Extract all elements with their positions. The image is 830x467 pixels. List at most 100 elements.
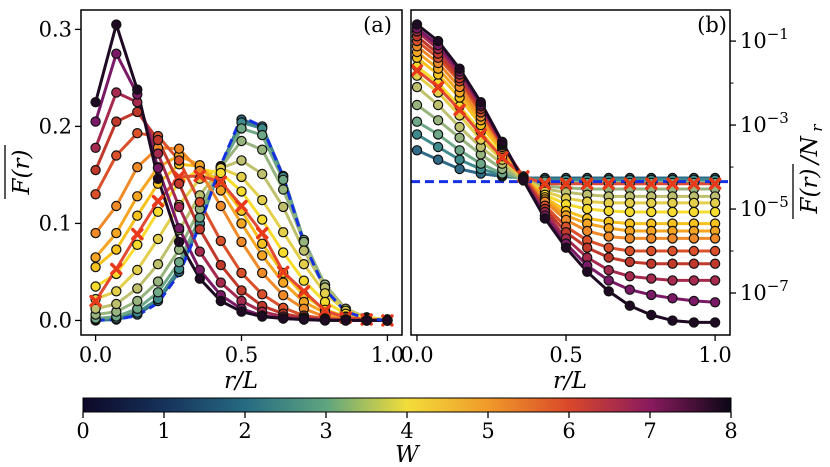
data-point xyxy=(688,197,700,209)
data-point xyxy=(257,267,268,279)
data-point xyxy=(236,135,247,147)
colorbar-tick-label: 6 xyxy=(562,419,575,443)
panel-a: 0.0 0.5 1.0 0.0 0.1 0.2 0.3 (a) r/L F(r) xyxy=(4,9,404,394)
data-point xyxy=(603,286,614,297)
colorbar-tick-label: 7 xyxy=(643,419,656,443)
x-tick-label: 0.5 xyxy=(225,343,258,367)
data-point xyxy=(709,233,721,244)
data-point xyxy=(215,167,226,179)
svg-text:F(r): F(r) xyxy=(9,150,35,196)
data-point xyxy=(152,162,164,174)
data-point xyxy=(111,200,122,212)
data-point xyxy=(194,224,205,235)
data-point-cross xyxy=(131,227,144,241)
data-point xyxy=(236,186,247,197)
data-point xyxy=(257,144,268,155)
data-point xyxy=(132,127,143,139)
data-point xyxy=(411,116,423,127)
y-tick-label: 10−7 xyxy=(740,277,789,305)
data-point xyxy=(152,173,164,184)
colorbar-gradient xyxy=(82,397,732,413)
data-point xyxy=(111,227,122,239)
data-point-cross xyxy=(453,103,466,117)
data-point xyxy=(236,285,247,296)
data-point-cross xyxy=(559,177,573,191)
data-point xyxy=(475,96,486,108)
data-point xyxy=(236,267,247,279)
data-point xyxy=(173,155,185,166)
data-point xyxy=(319,288,331,299)
data-point xyxy=(432,129,444,140)
colorbar-tick-label: 3 xyxy=(319,419,332,443)
data-point-cross xyxy=(297,285,311,298)
data-point xyxy=(688,258,700,269)
panel-a-plot-area xyxy=(89,19,394,327)
data-point xyxy=(152,287,164,298)
data-point xyxy=(432,115,444,126)
data-point xyxy=(603,231,614,242)
colorbar-ticks: 0 1 2 3 4 5 6 7 8 xyxy=(76,412,738,443)
data-point xyxy=(132,239,143,250)
colorbar-tick-label: 5 xyxy=(481,419,494,443)
data-point xyxy=(582,242,593,253)
data-point-cross xyxy=(255,226,269,240)
y-tick-label: 0.3 xyxy=(39,17,72,41)
colorbar-tick-label: 1 xyxy=(157,419,170,443)
data-point xyxy=(215,295,226,307)
data-point xyxy=(278,247,289,258)
data-point xyxy=(132,161,143,173)
data-point xyxy=(411,129,423,140)
data-point xyxy=(667,233,678,244)
data-point xyxy=(111,116,122,127)
data-point xyxy=(152,134,164,146)
data-point xyxy=(132,84,143,95)
data-point xyxy=(236,171,247,183)
data-point xyxy=(432,35,444,47)
data-point xyxy=(475,158,486,169)
data-point xyxy=(132,210,143,221)
data-point xyxy=(688,295,700,307)
data-point xyxy=(90,164,101,176)
data-point-cross xyxy=(151,194,165,208)
data-point xyxy=(298,236,310,248)
data-point xyxy=(278,277,289,288)
data-point xyxy=(194,196,205,208)
y-tick-label: 10−3 xyxy=(740,109,789,137)
data-point xyxy=(257,214,268,225)
data-point xyxy=(709,197,721,209)
panel-b-frame xyxy=(410,9,731,336)
data-point xyxy=(111,286,122,297)
svg-text:/N: /N xyxy=(797,135,823,166)
svg-text:r: r xyxy=(808,124,826,132)
data-point xyxy=(560,242,572,253)
data-point xyxy=(646,258,657,269)
data-point xyxy=(667,245,678,257)
data-point-cross xyxy=(411,64,424,77)
data-point xyxy=(454,63,465,74)
data-point-cross xyxy=(687,177,701,191)
data-point xyxy=(298,314,310,325)
data-point xyxy=(194,212,205,223)
y-tick-label: 10−5 xyxy=(740,193,789,221)
data-point xyxy=(454,145,465,156)
data-point xyxy=(90,116,101,127)
panel-b-label: (b) xyxy=(697,13,727,37)
data-point xyxy=(432,141,444,153)
panel-a-ylabel: F(r) xyxy=(4,145,35,199)
data-point xyxy=(454,132,465,143)
data-point xyxy=(624,206,636,218)
data-point xyxy=(582,266,593,277)
colorbar: 0 1 2 3 4 5 6 7 8 W xyxy=(76,397,738,467)
data-point xyxy=(411,145,423,156)
data-point xyxy=(257,238,268,249)
data-point xyxy=(90,252,101,263)
data-point xyxy=(257,194,268,206)
data-point xyxy=(646,245,657,257)
data-point xyxy=(539,213,551,224)
panel-a-label: (a) xyxy=(363,13,392,37)
data-point-cross xyxy=(318,304,332,317)
data-point xyxy=(152,276,164,287)
data-point xyxy=(257,250,268,261)
data-point xyxy=(688,245,700,257)
